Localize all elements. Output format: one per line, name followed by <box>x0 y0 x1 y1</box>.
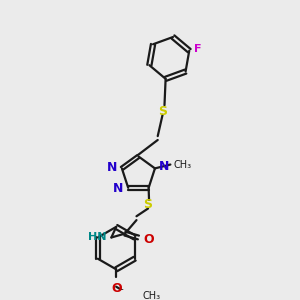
Text: HN: HN <box>88 232 106 242</box>
Text: N: N <box>159 160 169 173</box>
Text: F: F <box>194 44 202 54</box>
Text: CH₃: CH₃ <box>142 291 160 300</box>
Text: CH₃: CH₃ <box>173 160 191 170</box>
Text: N: N <box>113 182 123 195</box>
Text: O: O <box>143 233 154 246</box>
Text: S: S <box>158 104 167 118</box>
Text: S: S <box>144 198 153 211</box>
Text: N: N <box>107 161 117 174</box>
Text: O: O <box>111 282 122 295</box>
